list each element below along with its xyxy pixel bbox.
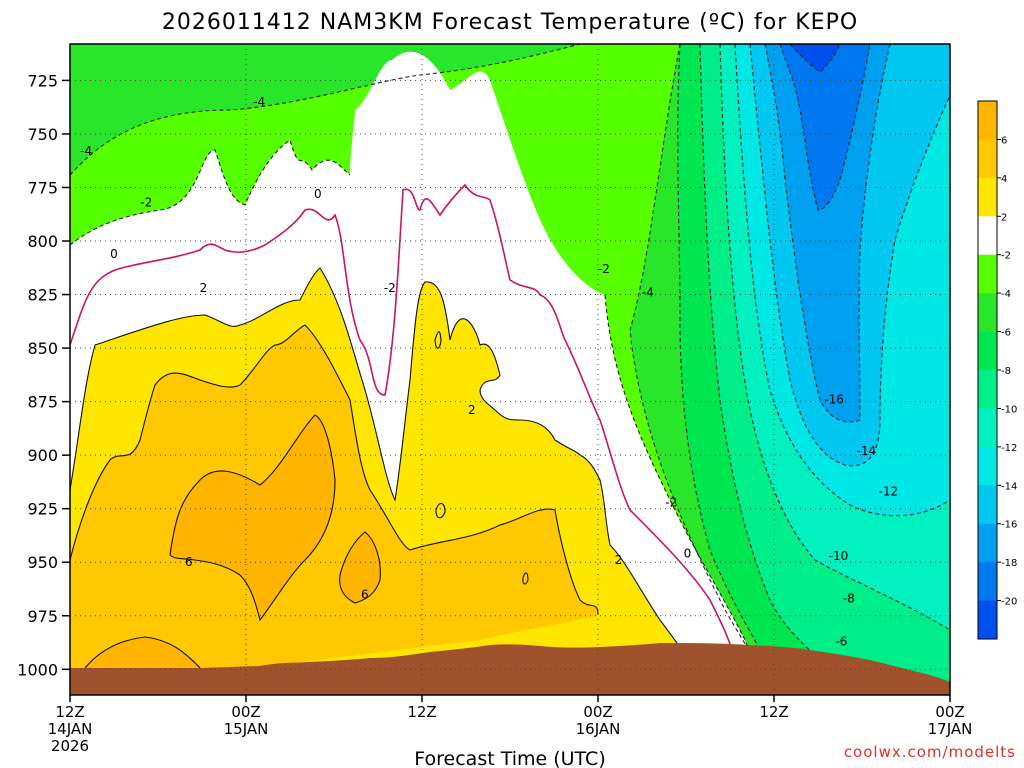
colorbar-label: -16	[1001, 520, 1017, 531]
y-tick-label: 725	[27, 71, 58, 90]
y-tick-label: 975	[27, 607, 58, 626]
chart-title: 2026011412 NAM3KM Forecast Temperature (…	[162, 10, 858, 35]
contour-label: 6	[361, 587, 369, 601]
contour-label: -14	[857, 444, 877, 458]
credit-text: coolwx.com/modelts	[844, 743, 1016, 761]
colorbar-label: -12	[1001, 443, 1017, 454]
contour-label: -2	[140, 195, 152, 209]
grid-lines	[70, 44, 950, 695]
colorbar-swatch	[978, 101, 997, 140]
band-4-to-6	[70, 325, 598, 690]
y-tick-label: 900	[27, 446, 58, 465]
contour-label: 0	[684, 547, 692, 561]
colorbar-swatch	[978, 523, 997, 563]
x-tick-label: 14JAN	[48, 720, 93, 738]
colorbar-swatch	[978, 254, 997, 294]
y-axis: 725 750 775 800 825 850 875 900 925 950 975 1000	[17, 71, 70, 679]
x-tick-label: 00Z	[231, 703, 260, 721]
y-tick-label: 825	[27, 286, 58, 305]
colorbar-swatch	[978, 446, 997, 486]
colorbar-swatch	[978, 370, 997, 409]
y-tick-label: 750	[27, 125, 58, 144]
contour-labels: -4 -4 -2 0 0 2 -2 -2 -4 2 -2 0 2 6 6 -16 -14 -12 -10 -8 -6	[80, 95, 898, 649]
colorbar: 6 4 2 -2 -4 -6 -8 -10 -12 -14 -16 -18 -20	[977, 100, 1017, 640]
x-tick-label: 12Z	[407, 703, 436, 721]
contour-label: -2	[384, 281, 396, 295]
y-tick-label: 875	[27, 393, 58, 412]
colorbar-label: 4	[1001, 174, 1007, 185]
x-tick-label: 15JAN	[224, 720, 269, 738]
colorbar-label: 6	[1001, 135, 1007, 146]
contour-label: -16	[824, 392, 844, 406]
contour-label: -6	[835, 634, 847, 648]
colorbar-label: 2	[1001, 212, 1007, 223]
y-tick-label: 850	[27, 339, 58, 358]
y-tick-label: 800	[27, 232, 58, 251]
contour-label: -10	[829, 549, 849, 563]
colorbar-swatch	[978, 177, 997, 217]
contour-label: 0	[314, 187, 322, 201]
colorbar-label: -8	[1001, 366, 1011, 377]
colorbar-swatch	[978, 139, 997, 179]
contour-label: 2	[200, 281, 208, 295]
x-tick-label: 12Z	[55, 703, 84, 721]
y-tick-label: 950	[27, 553, 58, 572]
colorbar-swatch	[978, 293, 997, 333]
contour-label: -4	[642, 285, 654, 299]
band-minus-18-to-minus-16	[765, 44, 890, 422]
colorbar-label: -10	[1001, 404, 1017, 415]
colorbar-swatch	[978, 408, 997, 448]
x-axis-title: Forecast Time (UTC)	[414, 748, 605, 768]
colorbar-label: -4	[1001, 289, 1011, 300]
colorbar-label: -18	[1001, 558, 1017, 569]
x-tick-label: 00Z	[935, 703, 964, 721]
band-6-to-8-main	[170, 415, 335, 620]
contour-label: -2	[598, 262, 610, 276]
colorbar-swatch	[978, 485, 997, 525]
colorbar-swatch	[978, 562, 997, 602]
band-6-to-8-small	[339, 532, 381, 603]
zero-contours	[70, 183, 736, 661]
x-tick-label: 12Z	[759, 703, 788, 721]
colorbar-swatch	[978, 600, 997, 640]
y-tick-label: 1000	[17, 660, 58, 679]
band-6-to-8-surface	[85, 637, 200, 668]
contour-label: 6	[185, 555, 193, 569]
colorbar-label: -20	[1001, 597, 1017, 608]
contour-label: 0	[110, 247, 118, 261]
contour-label: -2	[665, 495, 677, 509]
contour-label: -8	[843, 592, 855, 606]
band-minus-22-to-minus-20	[790, 44, 840, 72]
plot-frame	[69, 43, 951, 696]
contour-label: 2	[615, 553, 623, 567]
contour-label: -12	[879, 485, 899, 499]
positive-contours	[70, 267, 701, 681]
x-tick-label: 17JAN	[928, 720, 973, 738]
x-tick-label: 16JAN	[576, 720, 621, 738]
x-tick-label: 00Z	[583, 703, 612, 721]
colorbar-label: -2	[1001, 251, 1011, 262]
x-tick-label: 2026	[51, 737, 89, 755]
colorbar-label: -14	[1001, 481, 1017, 492]
y-tick-label: 775	[27, 178, 58, 197]
plot-area	[70, 44, 950, 695]
colorbar-swatch	[978, 216, 997, 256]
colorbar-swatch	[978, 331, 997, 371]
contour-label: -4	[80, 144, 92, 158]
colorbar-label: -6	[1001, 328, 1011, 339]
contour-label: -4	[253, 95, 265, 109]
y-tick-label: 925	[27, 500, 58, 519]
contour-label: 2	[468, 403, 476, 417]
band-minus-20-to-minus-18	[780, 44, 870, 210]
